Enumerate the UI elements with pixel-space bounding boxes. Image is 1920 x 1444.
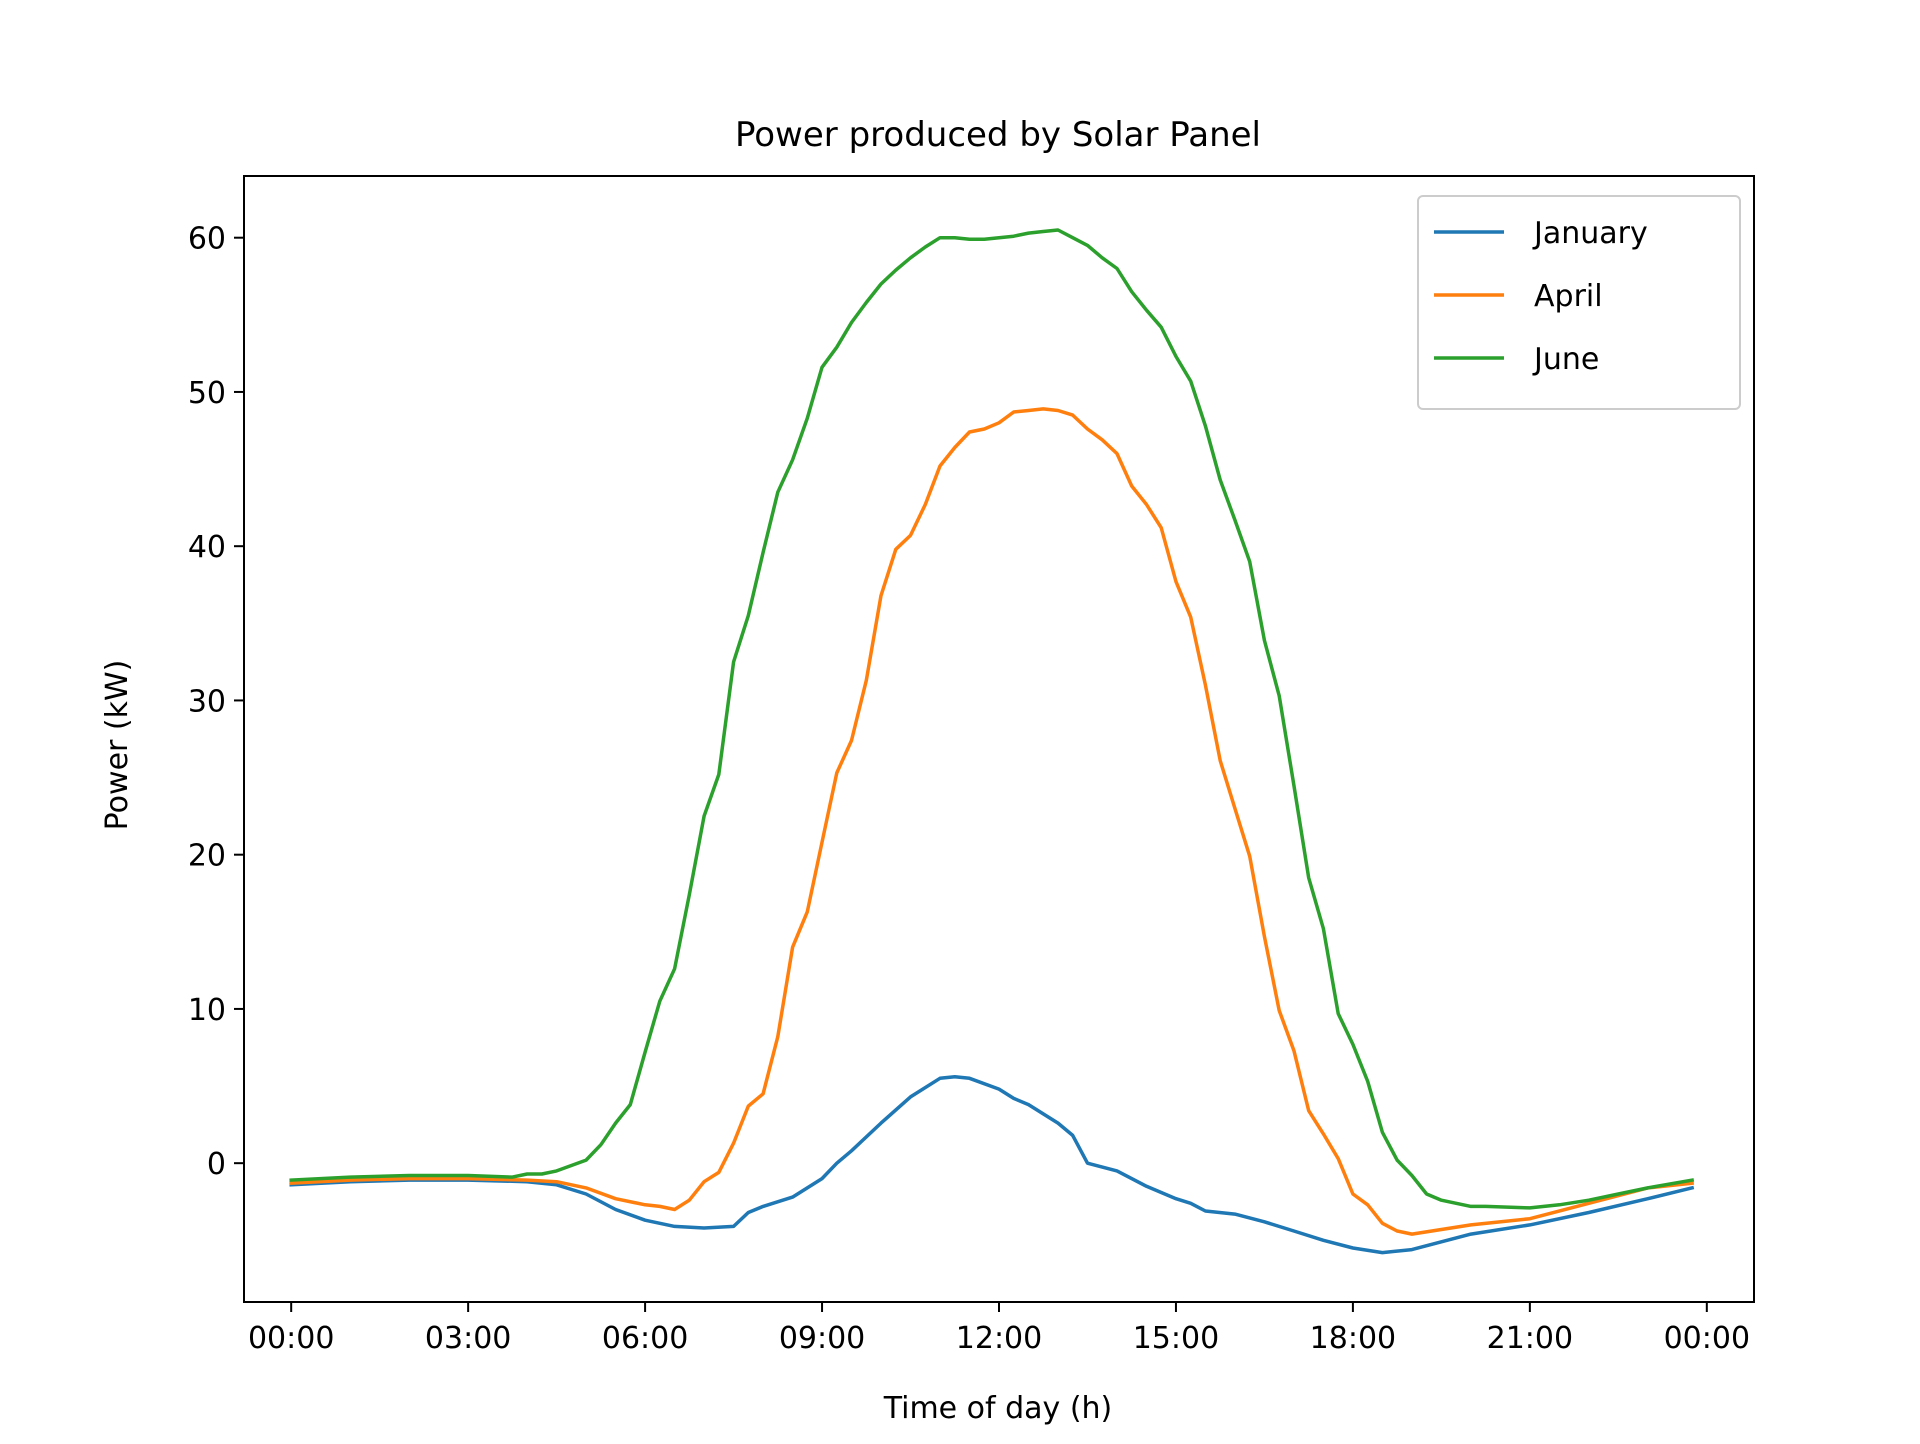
y-axis-label: Power (kW) <box>100 660 135 831</box>
legend-label-june: June <box>1532 342 1599 377</box>
y-tick-label: 10 <box>188 993 226 1028</box>
x-tick-label: 18:00 <box>1310 1321 1396 1356</box>
y-axis-ticks: 0 10 20 30 40 50 60 <box>188 222 244 1182</box>
legend: January April June <box>1417 195 1741 410</box>
legend-label-april: April <box>1534 279 1603 314</box>
y-tick-label: 20 <box>188 839 226 874</box>
x-tick-label: 12:00 <box>956 1321 1042 1356</box>
series-line-january <box>289 1075 1695 1255</box>
series-line-april <box>289 407 1695 1236</box>
legend-box <box>1417 195 1741 410</box>
y-tick-label: 60 <box>188 222 226 257</box>
x-axis-ticks: 00:00 03:00 06:00 09:00 12:00 15:00 18:00 21:00… <box>248 1302 1750 1356</box>
legend-label-january: January <box>1532 216 1648 251</box>
x-tick-label: 03:00 <box>425 1321 511 1356</box>
x-tick-label: 00:00 <box>248 1321 334 1356</box>
x-tick-label: 06:00 <box>602 1321 688 1356</box>
x-tick-label: 15:00 <box>1133 1321 1219 1356</box>
x-tick-label: 21:00 <box>1487 1321 1573 1356</box>
chart-title: Power produced by Solar Panel <box>735 115 1261 155</box>
x-tick-label: 09:00 <box>779 1321 865 1356</box>
x-axis-label: Time of day (h) <box>883 1391 1113 1426</box>
plot-frame <box>243 175 1755 1303</box>
y-tick-label: 0 <box>207 1147 226 1182</box>
y-tick-label: 40 <box>188 530 226 565</box>
series-lines <box>289 228 1695 1255</box>
y-tick-label: 30 <box>188 684 226 719</box>
x-tick-label: 00:00 <box>1664 1321 1750 1356</box>
series-line-june <box>289 228 1695 1210</box>
y-tick-label: 50 <box>188 376 226 411</box>
